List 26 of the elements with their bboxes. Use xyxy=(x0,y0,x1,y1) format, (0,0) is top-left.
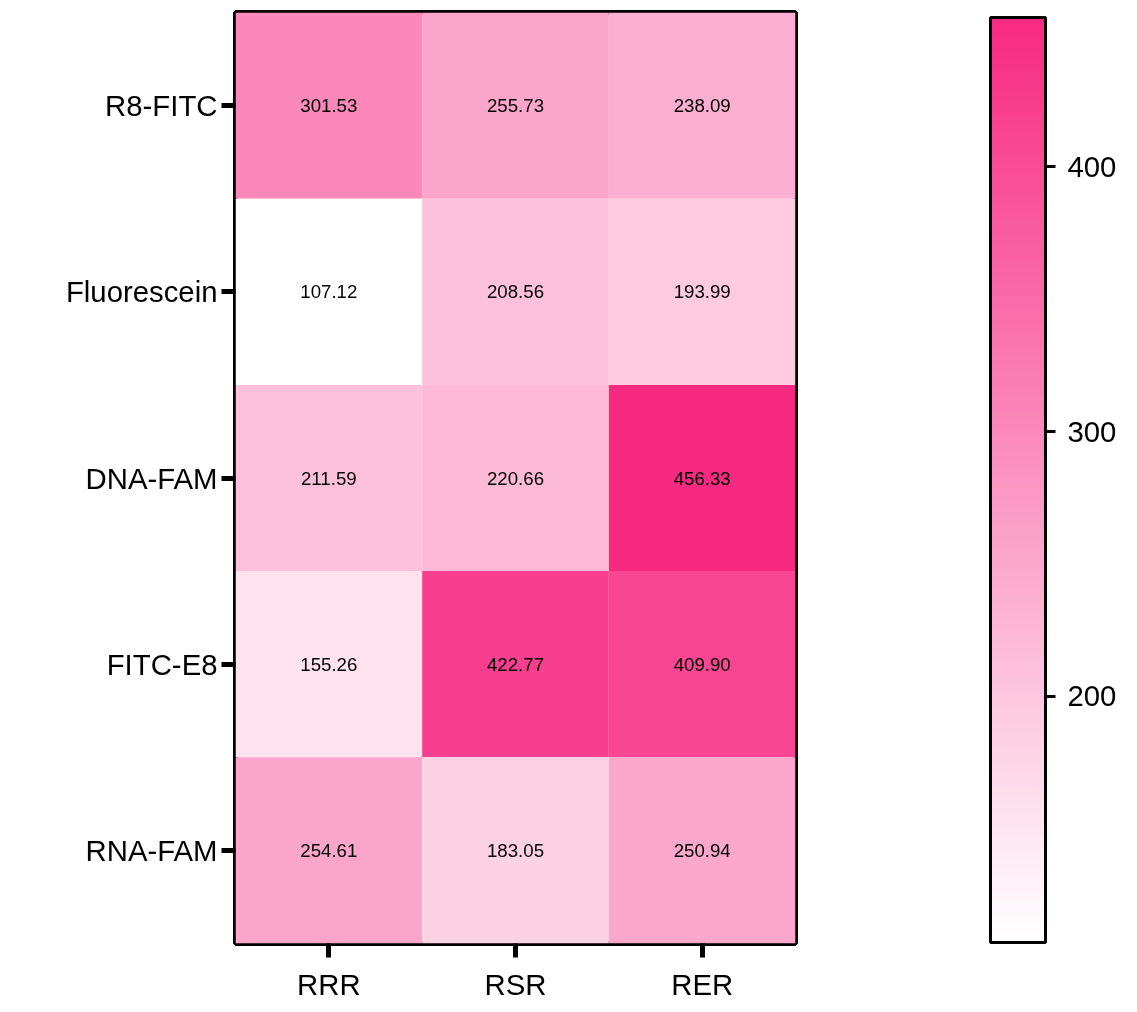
x-tick-label: RSR xyxy=(484,967,547,1001)
data-label: 155.26 xyxy=(300,653,358,675)
y-tick-label: Fluorescein xyxy=(65,275,218,309)
y-tick-label: R8-FITC xyxy=(105,89,218,123)
color-bar-label: 200 xyxy=(1067,679,1117,713)
y-tick-label: RNA-FAM xyxy=(85,833,218,867)
data-label: 255.73 xyxy=(486,95,545,117)
x-tick-label: RER xyxy=(671,967,734,1001)
data-label: 220.66 xyxy=(486,467,545,489)
y-tick-label: DNA-FAM xyxy=(85,461,218,495)
color-bar-label: 400 xyxy=(1067,149,1117,183)
data-label: 183.05 xyxy=(486,839,545,861)
data-label: 422.77 xyxy=(486,653,545,675)
color-bar-label: 300 xyxy=(1067,414,1117,448)
data-label: 208.56 xyxy=(486,281,545,303)
data-label: 211.59 xyxy=(300,467,357,489)
data-label: 254.61 xyxy=(300,839,358,861)
data-label: 250.94 xyxy=(673,839,731,861)
data-label: 456.33 xyxy=(673,467,731,489)
data-label: 238.09 xyxy=(673,95,731,117)
x-tick-label: RRR xyxy=(297,967,361,1001)
data-label: 107.12 xyxy=(300,281,358,303)
y-tick-label: FITC-E8 xyxy=(106,647,218,681)
data-label: 301.53 xyxy=(300,95,358,117)
data-label: 193.99 xyxy=(673,281,731,303)
data-label: 409.90 xyxy=(673,653,731,675)
